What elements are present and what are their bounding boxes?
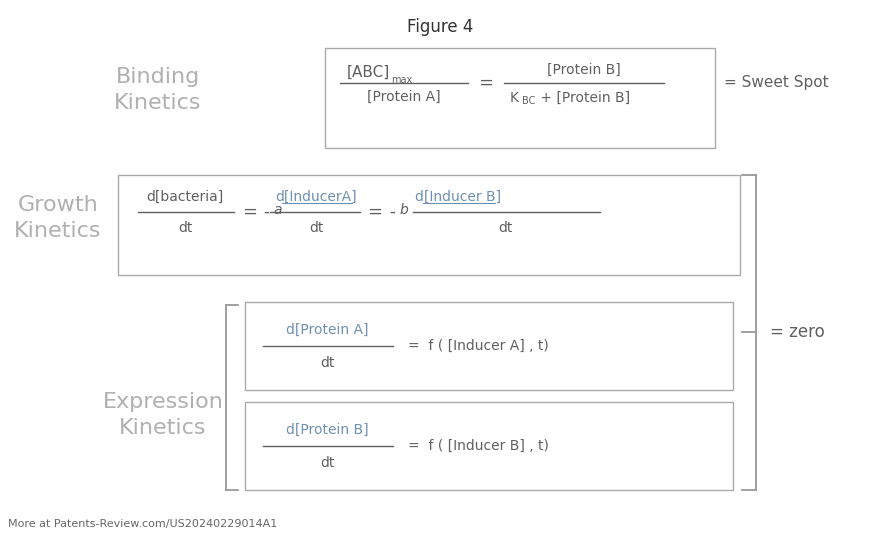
Text: d[bacteria]: d[bacteria] bbox=[146, 190, 224, 204]
Text: dt: dt bbox=[319, 356, 334, 370]
Text: =: = bbox=[479, 74, 494, 92]
FancyBboxPatch shape bbox=[325, 48, 715, 148]
Text: = Sweet Spot: = Sweet Spot bbox=[724, 75, 829, 90]
Text: Growth
Kinetics: Growth Kinetics bbox=[14, 195, 102, 241]
Text: BC: BC bbox=[522, 96, 535, 106]
Text: [Protein A]: [Protein A] bbox=[367, 90, 441, 104]
FancyBboxPatch shape bbox=[245, 402, 733, 490]
Text: Binding
Kinetics: Binding Kinetics bbox=[114, 67, 202, 113]
Text: =  f ( [Inducer A] , t): = f ( [Inducer A] , t) bbox=[408, 339, 549, 353]
Text: [Protein B]: [Protein B] bbox=[547, 63, 621, 77]
Text: d[Protein B]: d[Protein B] bbox=[286, 423, 369, 437]
Text: -: - bbox=[263, 203, 269, 221]
Text: Expression
Kinetics: Expression Kinetics bbox=[103, 392, 224, 438]
Text: dt: dt bbox=[309, 221, 323, 235]
Text: Figure 4: Figure 4 bbox=[407, 18, 473, 36]
Text: b: b bbox=[399, 203, 407, 217]
Text: a: a bbox=[273, 203, 282, 217]
Text: =: = bbox=[368, 203, 383, 221]
Text: [ABC]: [ABC] bbox=[347, 65, 390, 80]
Text: dt: dt bbox=[498, 221, 512, 235]
Text: d[InducerA]: d[InducerA] bbox=[275, 190, 356, 204]
Text: More at Patents-Review.com/US20240229014A1: More at Patents-Review.com/US20240229014… bbox=[8, 519, 277, 529]
FancyBboxPatch shape bbox=[118, 175, 740, 275]
Text: =  f ( [Inducer B] , t): = f ( [Inducer B] , t) bbox=[408, 439, 549, 453]
Text: =: = bbox=[243, 203, 258, 221]
Text: d[Inducer B]: d[Inducer B] bbox=[415, 190, 501, 204]
Text: d[Protein A]: d[Protein A] bbox=[286, 323, 368, 337]
Text: + [Protein B]: + [Protein B] bbox=[536, 91, 630, 105]
Text: = zero: = zero bbox=[770, 323, 825, 341]
Text: dt: dt bbox=[178, 221, 192, 235]
FancyBboxPatch shape bbox=[245, 302, 733, 390]
Text: dt: dt bbox=[319, 456, 334, 470]
Text: -: - bbox=[389, 203, 395, 221]
Text: K: K bbox=[510, 91, 519, 105]
Text: max: max bbox=[391, 75, 412, 85]
